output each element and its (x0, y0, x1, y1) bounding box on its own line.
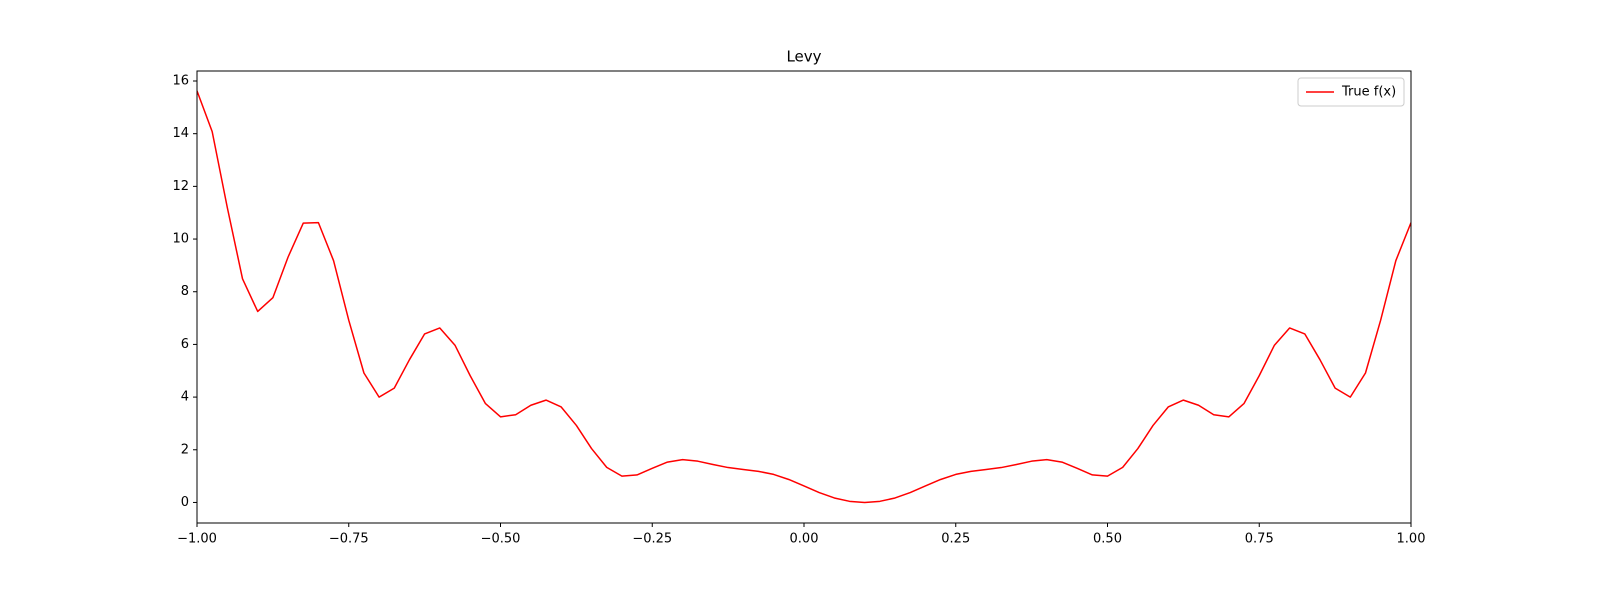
y-tick-label: 12 (172, 179, 189, 194)
x-tick-label: 0.75 (1245, 532, 1274, 547)
y-tick-label: 14 (172, 126, 189, 141)
plot-frame (196, 70, 1412, 524)
legend-label: True f(x) (1341, 85, 1396, 100)
line (197, 90, 1411, 504)
y-tick-label: 8 (181, 284, 189, 299)
x-tick-label: 0.00 (790, 532, 819, 547)
y-tick-label: 2 (181, 442, 189, 457)
x-tick-label: −1.00 (177, 532, 217, 547)
x-tick-label: 1.00 (1397, 532, 1426, 547)
y-tick-label: 4 (181, 390, 189, 405)
chart-title: Levy (786, 48, 821, 66)
y-tick-label: 16 (172, 74, 189, 89)
y-tick-label: 10 (172, 232, 189, 247)
x-tick-label: 0.50 (1093, 532, 1122, 547)
x-tick-label: −0.50 (481, 532, 521, 547)
x-tick-label: 0.25 (941, 532, 970, 547)
x-tick-label: −0.75 (329, 532, 369, 547)
legend-box (1297, 77, 1405, 107)
x-tick-label: −0.25 (632, 532, 672, 547)
y-tick-label: 0 (181, 495, 189, 510)
y-tick-label: 6 (181, 337, 189, 352)
